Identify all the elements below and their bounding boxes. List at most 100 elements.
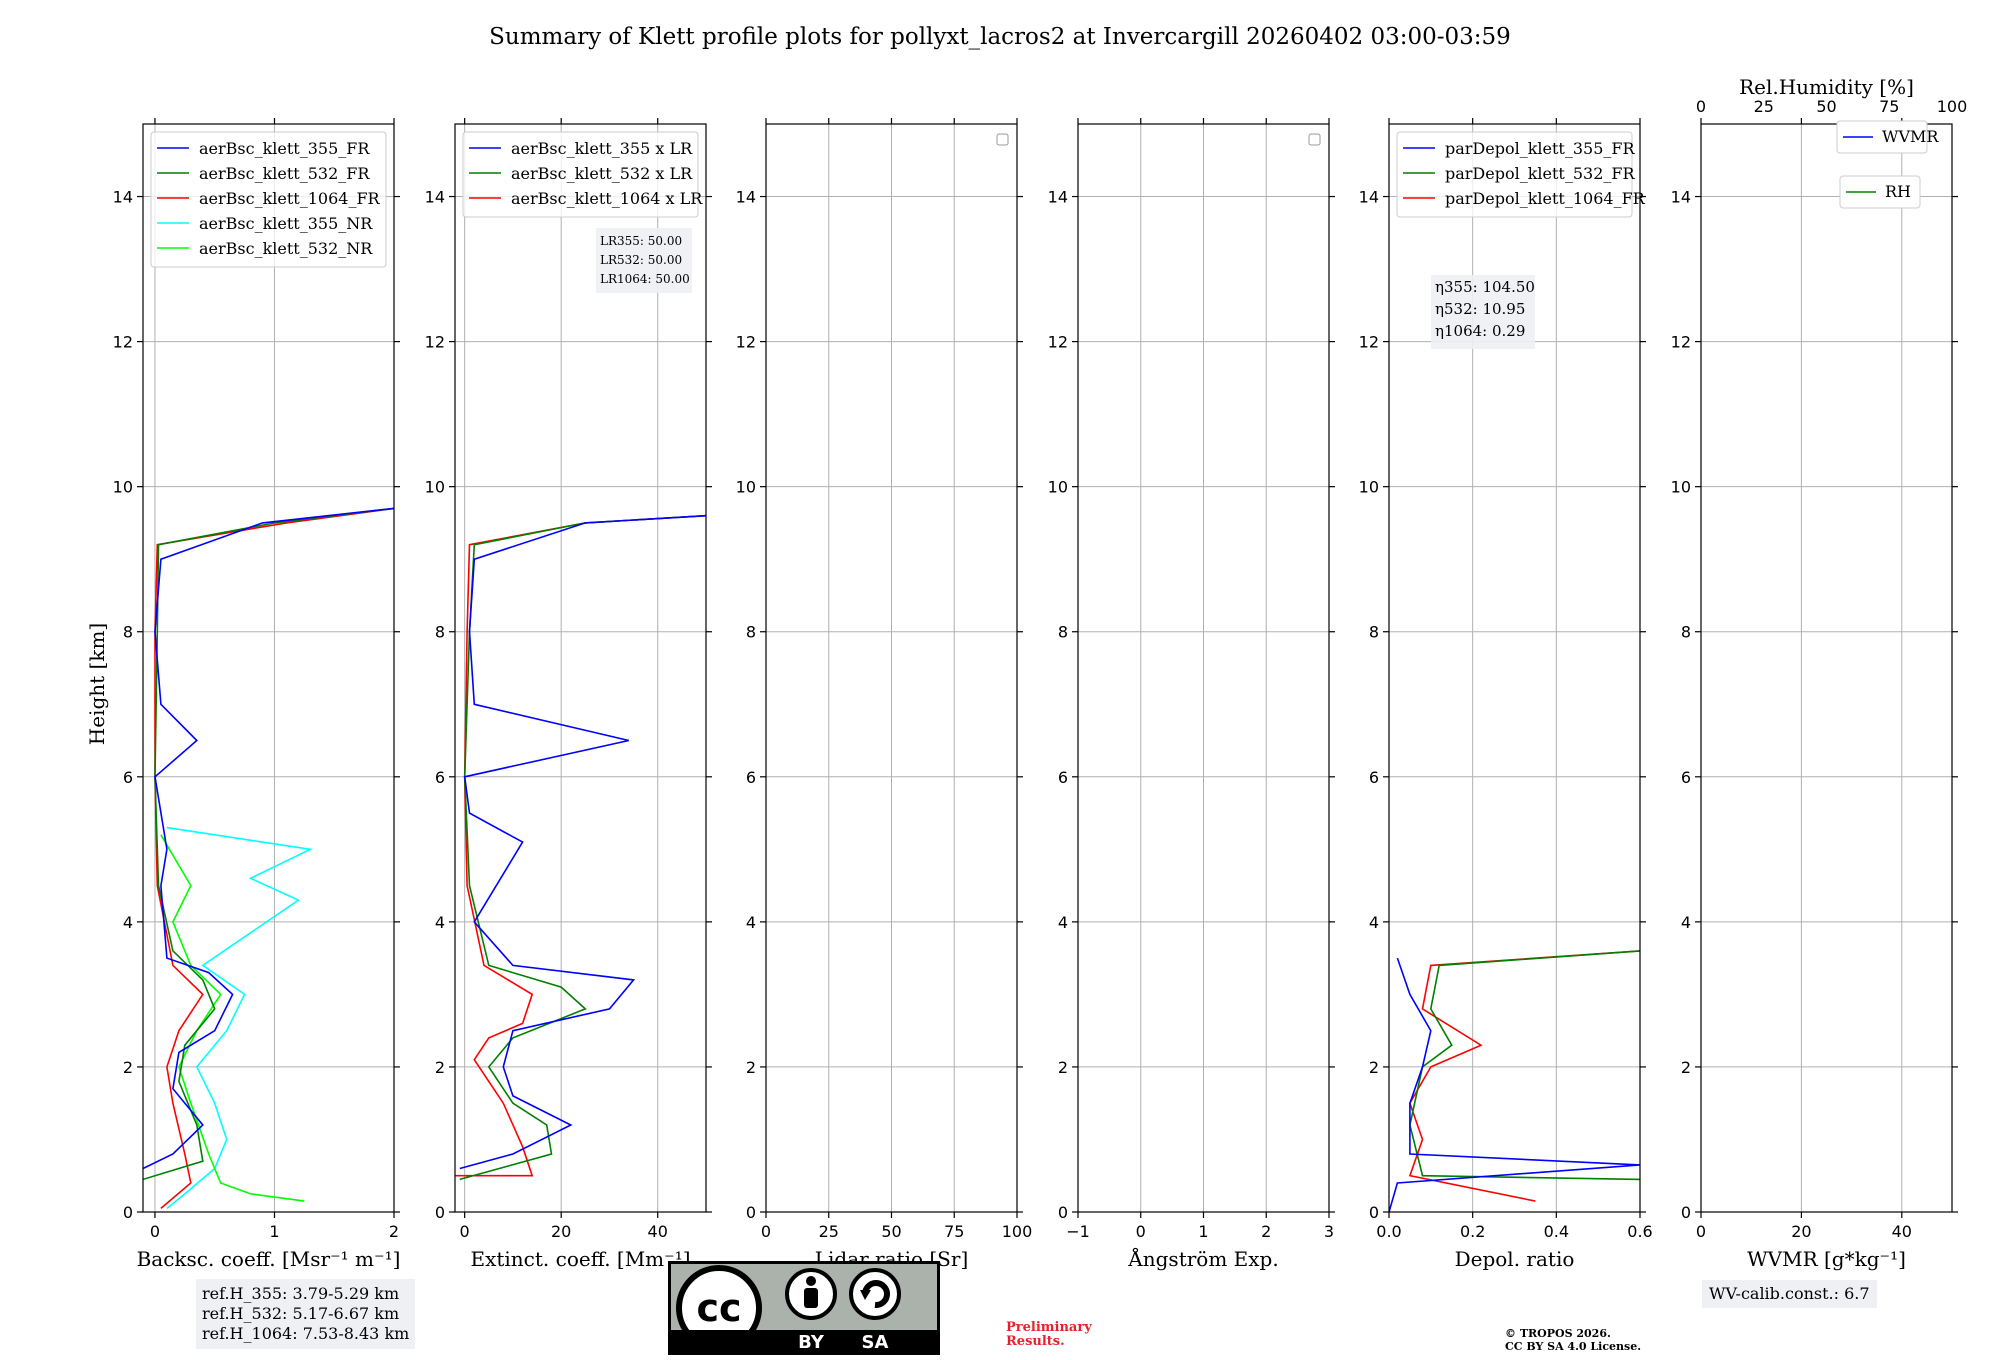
series-line-aerBsc_klett_355_FR xyxy=(143,507,394,1170)
y-tick-label: 10 xyxy=(113,478,133,497)
y-tick-label: 2 xyxy=(1681,1058,1691,1077)
annotation-text: η532: 10.95 xyxy=(1435,300,1525,318)
legend-box xyxy=(1396,131,1633,218)
top-x-tick-label: 75 xyxy=(1879,97,1899,116)
x-tick-label: 0.4 xyxy=(1544,1222,1569,1241)
y-tick-label: 14 xyxy=(736,188,756,207)
top-x-tick-label: 100 xyxy=(1937,97,1968,116)
copyright-notice: © TROPOS 2026. CC BY SA 4.0 License. xyxy=(1505,1327,1641,1353)
y-tick-label: 10 xyxy=(1671,478,1691,497)
series-line-aerBsc_klett_1064_FR xyxy=(154,507,394,1210)
y-axis-label: Height [km] xyxy=(85,623,109,745)
wv-calib-text: WV-calib.const.: 6.7 xyxy=(1709,1284,1870,1303)
by-person-body xyxy=(804,1288,818,1308)
x-tick-label: 1 xyxy=(269,1222,279,1241)
x-tick-label: 1 xyxy=(1198,1222,1208,1241)
ref-height-532: ref.H_532: 5.17-6.67 km xyxy=(202,1304,400,1323)
legend-label: aerBsc_klett_532 x LR xyxy=(511,164,693,183)
y-tick-label: 6 xyxy=(1058,768,1068,787)
y-tick-label: 4 xyxy=(123,913,133,932)
series-line-aerBsc_klett_532 x LR xyxy=(459,514,706,1181)
x-tick-label: 50 xyxy=(881,1222,901,1241)
y-tick-label: 14 xyxy=(1671,188,1691,207)
y-tick-label: 8 xyxy=(435,623,445,642)
figure-title: Summary of Klett profile plots for polly… xyxy=(489,24,1511,50)
y-tick-label: 0 xyxy=(123,1203,133,1222)
legend-label: WVMR xyxy=(1882,127,1939,146)
x-axis-label: Backsc. coeff. [Msr⁻¹ m⁻¹] xyxy=(137,1247,401,1271)
top-x-tick-label: 25 xyxy=(1754,97,1774,116)
copyright-line-2: CC BY SA 4.0 License. xyxy=(1505,1340,1642,1353)
y-tick-label: 2 xyxy=(123,1058,133,1077)
sa-share-icon xyxy=(849,1268,901,1320)
panel-frame xyxy=(454,123,707,1213)
y-tick-label: 4 xyxy=(1369,913,1379,932)
x-axis-label: Ångström Exp. xyxy=(1127,1246,1278,1271)
series-line-parDepol_klett_532_FR xyxy=(1409,950,1640,1181)
y-tick-label: 12 xyxy=(736,333,756,352)
sa-arrow-arc xyxy=(862,1280,890,1309)
legend-box xyxy=(1839,175,1921,209)
series-line-aerBsc_klett_1064 x LR xyxy=(455,514,706,1177)
y-tick-label: 12 xyxy=(1048,333,1068,352)
wv-calib-box: WV-calib.const.: 6.7 xyxy=(1702,1280,1877,1308)
legend-label: parDepol_klett_1064_FR xyxy=(1445,189,1646,208)
annotation-text: LR532: 50.00 xyxy=(600,253,682,267)
legend-label: aerBsc_klett_532_NR xyxy=(199,239,373,258)
x-tick-label: 3 xyxy=(1324,1222,1334,1241)
by-person-head xyxy=(806,1276,816,1286)
x-tick-label: 100 xyxy=(1002,1222,1033,1241)
x-tick-label: 0 xyxy=(1136,1222,1146,1241)
y-tick-label: 8 xyxy=(746,623,756,642)
y-tick-label: 14 xyxy=(1048,188,1068,207)
y-tick-label: 2 xyxy=(1058,1058,1068,1077)
cc-by-sa-badge: cc BY SA xyxy=(668,1261,940,1355)
y-tick-label: 12 xyxy=(113,333,133,352)
legend-label: parDepol_klett_532_FR xyxy=(1445,164,1636,183)
annotation-text: LR1064: 50.00 xyxy=(600,272,690,286)
x-tick-label: −1 xyxy=(1066,1222,1090,1241)
sa-label: SA xyxy=(862,1332,889,1353)
panel-frame xyxy=(1388,123,1641,1213)
legend-label: aerBsc_klett_355_FR xyxy=(199,139,370,158)
y-tick-label: 0 xyxy=(1369,1203,1379,1222)
legend-label: RH xyxy=(1885,182,1911,201)
x-tick-label: 40 xyxy=(1892,1222,1912,1241)
reference-heights-box: ref.H_355: 3.79-5.29 km ref.H_532: 5.17-… xyxy=(196,1279,416,1349)
annotation-text: LR355: 50.00 xyxy=(600,234,682,248)
annotation-text: η355: 104.50 xyxy=(1435,278,1535,296)
sa-arrow-head xyxy=(860,1290,871,1300)
legend-box xyxy=(150,131,387,268)
series-line-aerBsc_klett_355_NR xyxy=(166,826,313,1210)
preliminary-line-2: Results. xyxy=(1006,1334,1065,1349)
y-tick-label: 4 xyxy=(746,913,756,932)
x-axis-label: Extinct. coeff. [Mm⁻¹] xyxy=(470,1247,690,1271)
series-group xyxy=(143,507,394,1210)
panel-frame xyxy=(142,123,395,1213)
y-tick-label: 10 xyxy=(1359,478,1379,497)
x-tick-label: 0 xyxy=(460,1222,470,1241)
cc-icon-text: cc xyxy=(696,1286,741,1330)
legend-box xyxy=(1836,120,1928,154)
y-tick-label: 6 xyxy=(746,768,756,787)
y-tick-label: 8 xyxy=(1681,623,1691,642)
legend-label: aerBsc_klett_532_FR xyxy=(199,164,370,183)
y-tick-label: 2 xyxy=(435,1058,445,1077)
legend-label: aerBsc_klett_1064_FR xyxy=(199,189,381,208)
panel-depol: 0 2 4 6 8 10 12 14 0.0 0.2 0.4 0.6 Depol. ratio parDe… xyxy=(1359,118,1653,1271)
y-tick-label: 2 xyxy=(746,1058,756,1077)
y-tick-label: 8 xyxy=(1369,623,1379,642)
badge-bottom xyxy=(671,1330,937,1352)
x-tick-label: 0 xyxy=(761,1222,771,1241)
series-group xyxy=(1389,950,1640,1212)
y-tick-label: 12 xyxy=(1671,333,1691,352)
y-tick-label: 12 xyxy=(425,333,445,352)
legend-label: aerBsc_klett_1064 x LR xyxy=(511,189,703,208)
series-line-aerBsc_klett_355 x LR xyxy=(459,514,706,1170)
annotation-text: η1064: 0.29 xyxy=(1435,322,1525,340)
annotation-box xyxy=(596,228,692,293)
y-tick-label: 10 xyxy=(736,478,756,497)
